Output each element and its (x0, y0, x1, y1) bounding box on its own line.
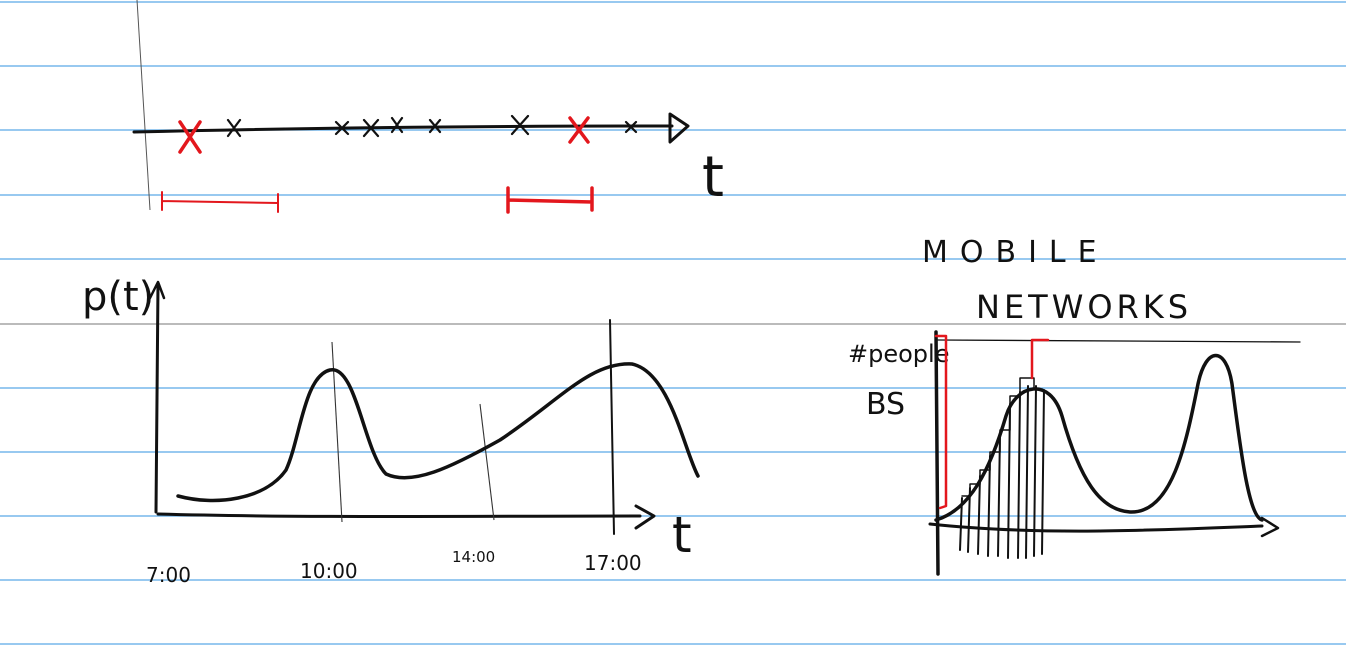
x-axis-arrowhead (634, 504, 656, 530)
timeline-axis (132, 124, 674, 134)
red-capacity-marker (1030, 338, 1050, 380)
timeline-axis-label: t (702, 145, 724, 210)
event-cross-mark (428, 118, 442, 134)
sketch-y-label-line1: #people (848, 340, 949, 368)
red-capacity-marker (934, 334, 948, 510)
sketch-title-line1: MOBILE (922, 235, 1109, 270)
tick-label: 17:00 (584, 551, 642, 575)
event-cross-mark (624, 120, 638, 134)
sketch-y-axis (934, 330, 940, 576)
red-interval-bracket (506, 186, 594, 214)
sample-bars (959, 385, 1045, 559)
capacity-line (937, 339, 1301, 343)
step-outline (961, 377, 1035, 497)
event-cross-mark (334, 120, 350, 136)
sketch-x-axis (928, 522, 1264, 533)
mobile-networks-sketch: MOBILE NETWORKS #people BS (848, 235, 1301, 576)
event-cross-mark (226, 118, 242, 138)
time-marker-line (609, 319, 615, 535)
red-event-cross-mark (568, 116, 590, 144)
tick-label: 14:00 (452, 548, 495, 566)
probability-plot: p(t) t 7:00 10:00 14:00 17:00 (82, 274, 700, 587)
probability-curve (176, 362, 700, 503)
time-marker-line (331, 341, 343, 523)
traffic-curve (934, 353, 1264, 522)
tick-label: 7:00 (146, 563, 191, 587)
x-axis (156, 512, 642, 518)
sketch-x-axis-arrowhead (1260, 516, 1280, 538)
sketch-title-line2: NETWORKS (976, 288, 1192, 326)
timeline-arrowhead (668, 112, 690, 144)
y-axis (154, 282, 160, 514)
tick-label: 10:00 (300, 559, 358, 583)
x-axis-label: t (672, 506, 692, 564)
y-axis-label: p(t) (82, 274, 154, 320)
event-cross-mark (510, 114, 530, 136)
sketch-y-label-line2: BS (866, 387, 905, 422)
red-interval-bracket (161, 191, 279, 213)
event-timeline: t (132, 112, 724, 214)
red-event-cross-mark (178, 120, 202, 154)
y-axis-arrowhead (148, 280, 166, 300)
time-marker-line (479, 403, 495, 521)
event-cross-mark (390, 116, 404, 134)
left-margin-line (136, 0, 151, 211)
event-cross-mark (362, 118, 380, 138)
